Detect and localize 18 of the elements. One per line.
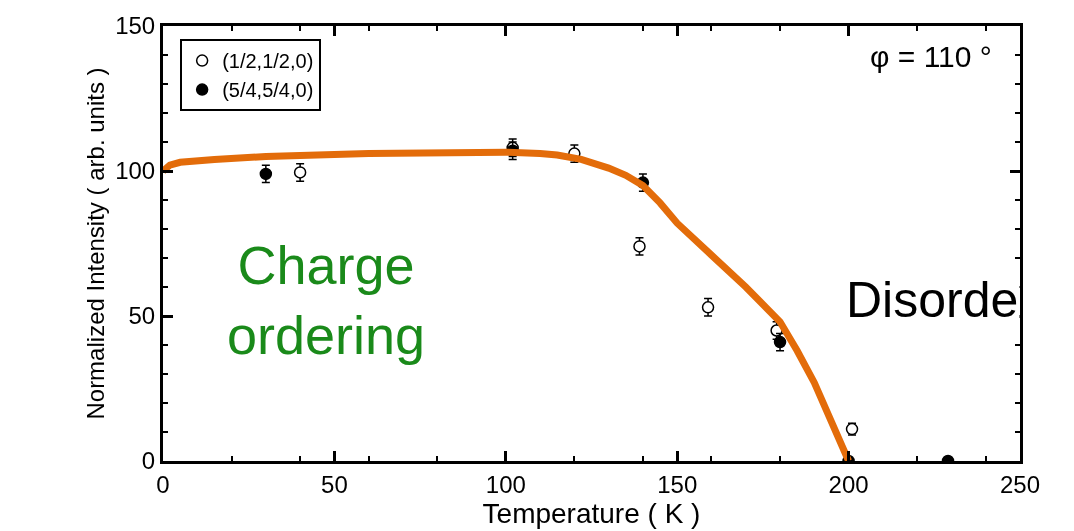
x-tick-label: 150 bbox=[657, 470, 698, 498]
y-axis-title: Normalized Intensity ( arb. units ) bbox=[82, 67, 110, 420]
y-tick-label: 0 bbox=[141, 447, 156, 475]
x-tick-label: 250 bbox=[999, 470, 1041, 498]
y-tick-label: 100 bbox=[115, 157, 156, 185]
y-tick-label: 150 bbox=[115, 12, 156, 40]
y-tick-label: 50 bbox=[128, 302, 156, 330]
x-tick-label: 200 bbox=[828, 470, 869, 498]
x-tick-label: 100 bbox=[485, 470, 526, 498]
point bbox=[633, 240, 646, 253]
annotation: Charge ordering bbox=[227, 235, 426, 366]
x-axis-title: Temperature ( K ) bbox=[482, 497, 701, 529]
legend-label: (1/2,1/2,0) bbox=[222, 50, 314, 73]
point bbox=[701, 301, 715, 314]
annotation: φ = 110 ° bbox=[870, 40, 992, 73]
x-tick-label: 50 bbox=[321, 470, 348, 498]
legend-label: (5/4,5/4,0) bbox=[222, 79, 314, 102]
annotation: Disorde bbox=[846, 272, 1019, 328]
